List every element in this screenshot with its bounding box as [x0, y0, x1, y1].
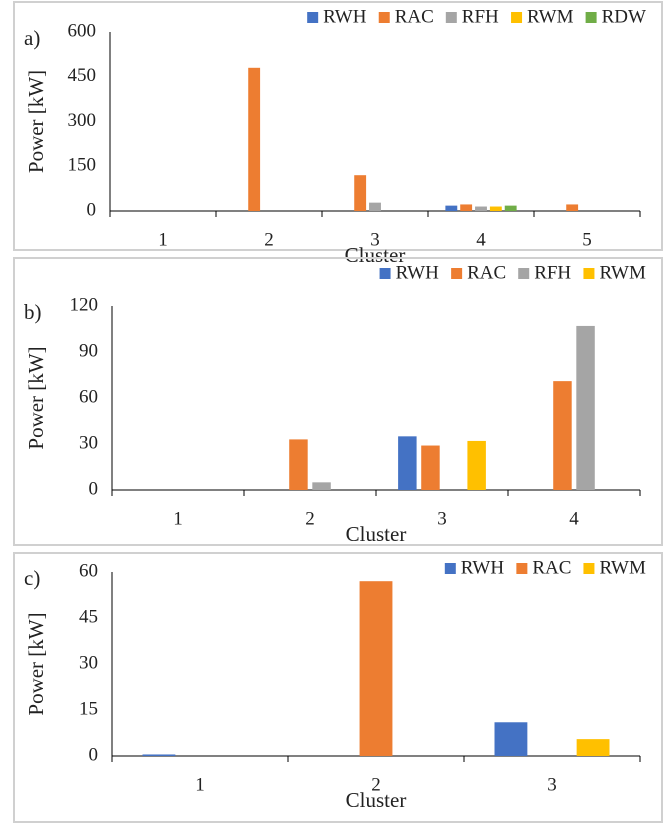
x-axis-title: Cluster [346, 788, 407, 812]
bar [553, 381, 572, 490]
y-tick-label: 120 [70, 294, 99, 315]
bar [398, 436, 417, 490]
x-tick-label: 4 [569, 508, 579, 529]
x-tick-label: 2 [264, 229, 274, 250]
y-tick-label: 300 [68, 110, 97, 131]
x-tick-label: 3 [547, 774, 557, 795]
y-tick-label: 45 [79, 606, 98, 627]
legend-swatch [307, 12, 319, 23]
bar [312, 482, 331, 490]
legend-swatch [451, 268, 463, 279]
y-axis-title: Power [kW] [24, 346, 48, 449]
x-tick-label: 3 [437, 508, 447, 529]
x-tick-label: 1 [158, 229, 168, 250]
bar [576, 325, 595, 490]
legend-label: RWH [323, 6, 367, 27]
bar [467, 440, 486, 490]
bar [576, 739, 610, 756]
panel-border [13, 1, 663, 251]
bar [359, 581, 393, 756]
legend-label: RDW [602, 6, 646, 27]
legend-swatch [444, 563, 456, 574]
bar [354, 175, 367, 211]
x-tick-label: 1 [195, 774, 205, 795]
bar [566, 204, 579, 211]
legend-label: RFH [462, 6, 499, 27]
panel-border [13, 257, 663, 546]
y-tick-label: 450 [68, 65, 97, 86]
bar [421, 445, 440, 490]
legend-label: RAC [395, 6, 434, 27]
bar [504, 205, 517, 211]
bar [494, 722, 528, 756]
legend-swatch [583, 268, 595, 279]
legend-swatch [511, 12, 523, 23]
x-tick-label: 3 [370, 229, 380, 250]
x-axis-title: Cluster [346, 522, 407, 546]
panel-label: a) [24, 26, 40, 50]
legend-swatch [518, 268, 530, 279]
legend-swatch [585, 12, 597, 23]
bar [475, 206, 487, 211]
panel-label: c) [24, 566, 40, 590]
legend-label: RWH [461, 557, 505, 578]
bar [142, 754, 176, 756]
y-axis-title: Power [kW] [24, 70, 48, 173]
x-tick-label: 2 [305, 508, 315, 529]
x-tick-label: 2 [371, 774, 381, 795]
y-tick-label: 150 [68, 155, 97, 176]
x-axis-title: Cluster [345, 243, 406, 267]
y-tick-label: 30 [79, 652, 98, 673]
y-axis-title: Power [kW] [24, 612, 48, 715]
y-tick-label: 0 [89, 744, 99, 765]
legend-swatch [516, 563, 528, 574]
y-tick-label: 30 [79, 432, 98, 453]
legend-swatch [445, 12, 457, 23]
legend-label: RAC [467, 262, 506, 283]
y-tick-label: 90 [79, 340, 98, 361]
y-tick-label: 600 [68, 20, 97, 41]
y-tick-label: 60 [79, 386, 98, 407]
y-tick-label: 0 [87, 199, 97, 220]
x-tick-label: 4 [476, 229, 486, 250]
legend-swatch [379, 268, 391, 279]
bar [489, 206, 502, 211]
x-tick-label: 1 [173, 508, 183, 529]
panel-label: b) [24, 300, 42, 324]
legend-label: RWM [599, 557, 646, 578]
legend-label: RFH [534, 262, 571, 283]
x-tick-label: 5 [582, 229, 592, 250]
bar [445, 205, 458, 211]
bar [248, 67, 261, 211]
legend-label: RWM [599, 262, 646, 283]
bar [369, 202, 381, 211]
y-tick-label: 15 [79, 698, 98, 719]
bar [289, 439, 308, 490]
legend-swatch [583, 563, 595, 574]
legend-swatch [378, 12, 390, 23]
y-tick-label: 0 [89, 478, 99, 499]
y-tick-label: 60 [79, 560, 98, 581]
legend-label: RWM [527, 6, 574, 27]
panel-border [13, 552, 663, 823]
legend-label: RWH [396, 262, 440, 283]
legend-label: RAC [532, 557, 571, 578]
bar [460, 204, 473, 211]
